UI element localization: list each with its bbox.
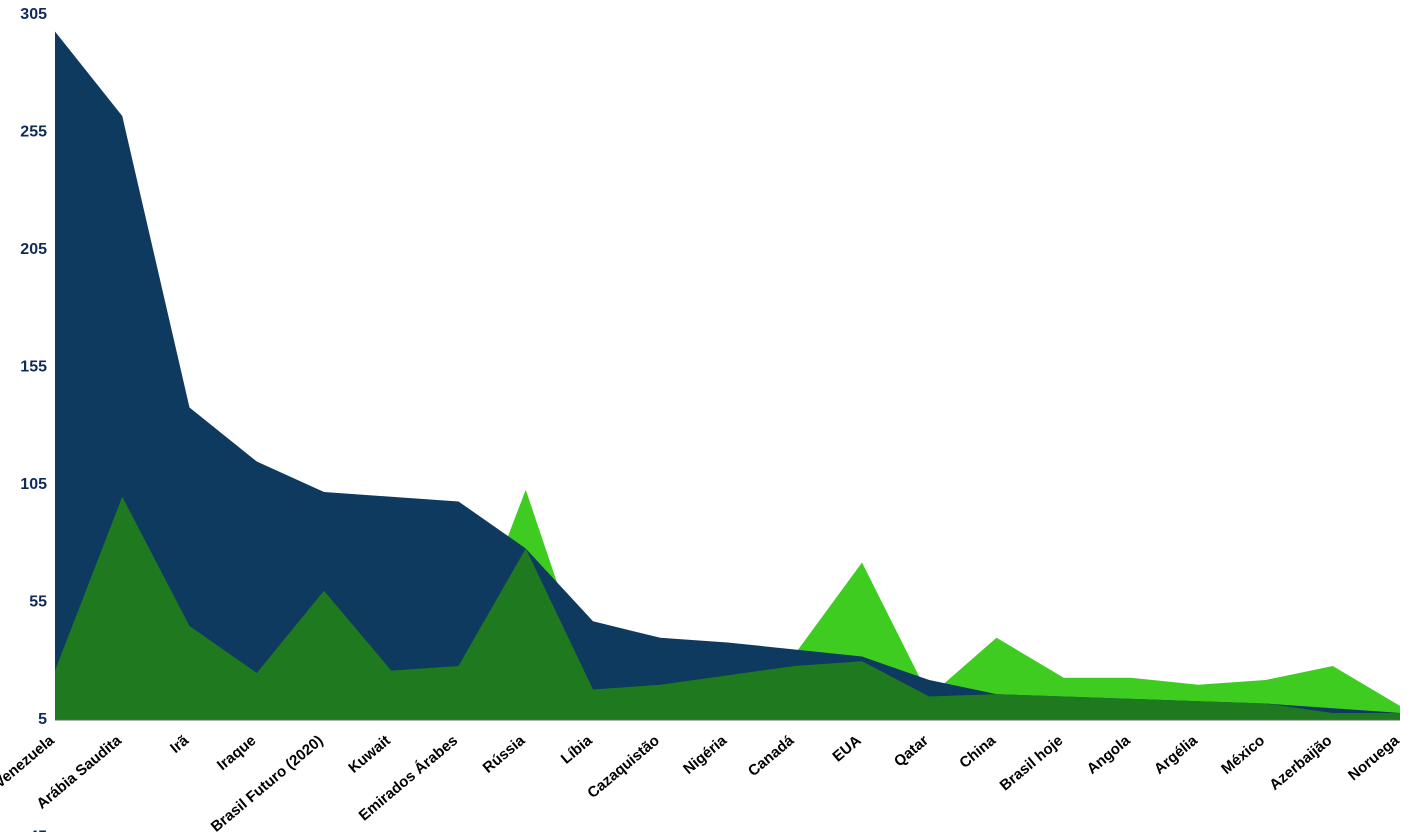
y-tick-label: 5 [38,711,47,728]
chart-container: -45555105155205255305VenezuelaArábia Sau… [0,0,1422,832]
y-tick-label: 155 [20,359,47,376]
y-tick-label: 305 [20,6,47,23]
y-tick-label: 105 [20,476,47,493]
area-chart: -45555105155205255305VenezuelaArábia Sau… [0,0,1422,832]
y-tick-label: 255 [20,124,47,141]
y-tick-label: 205 [20,241,47,258]
y-tick-label: 55 [29,594,47,611]
